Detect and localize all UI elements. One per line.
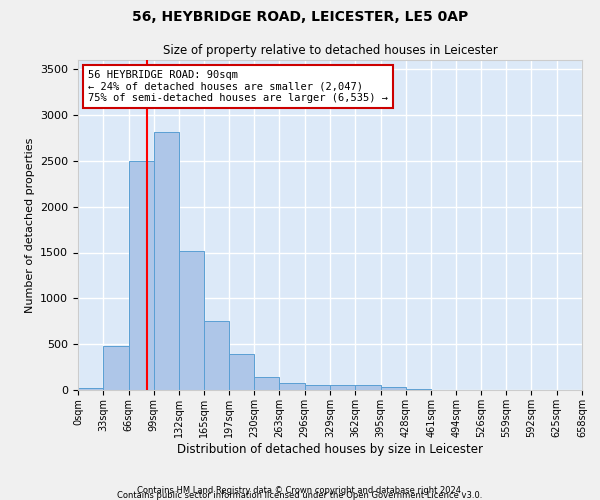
Bar [305, 385, 330, 390]
Bar [280, 382, 305, 390]
Bar [355, 385, 380, 390]
Bar [229, 354, 254, 390]
Text: Contains public sector information licensed under the Open Government Licence v3: Contains public sector information licen… [118, 491, 482, 500]
Bar [154, 132, 179, 390]
Bar [78, 388, 103, 390]
Bar [179, 250, 205, 390]
Bar [128, 161, 154, 390]
Text: 56 HEYBRIDGE ROAD: 90sqm
← 24% of detached houses are smaller (2,047)
75% of sem: 56 HEYBRIDGE ROAD: 90sqm ← 24% of detach… [88, 70, 388, 103]
Bar [254, 377, 280, 390]
Text: Contains HM Land Registry data © Crown copyright and database right 2024.: Contains HM Land Registry data © Crown c… [137, 486, 463, 495]
Bar [205, 322, 229, 390]
Y-axis label: Number of detached properties: Number of detached properties [25, 138, 35, 312]
Bar [330, 385, 355, 390]
Text: 56, HEYBRIDGE ROAD, LEICESTER, LE5 0AP: 56, HEYBRIDGE ROAD, LEICESTER, LE5 0AP [132, 10, 468, 24]
Bar [406, 388, 431, 390]
X-axis label: Distribution of detached houses by size in Leicester: Distribution of detached houses by size … [177, 442, 483, 456]
Title: Size of property relative to detached houses in Leicester: Size of property relative to detached ho… [163, 44, 497, 58]
Bar [380, 387, 406, 390]
Bar [103, 346, 128, 390]
